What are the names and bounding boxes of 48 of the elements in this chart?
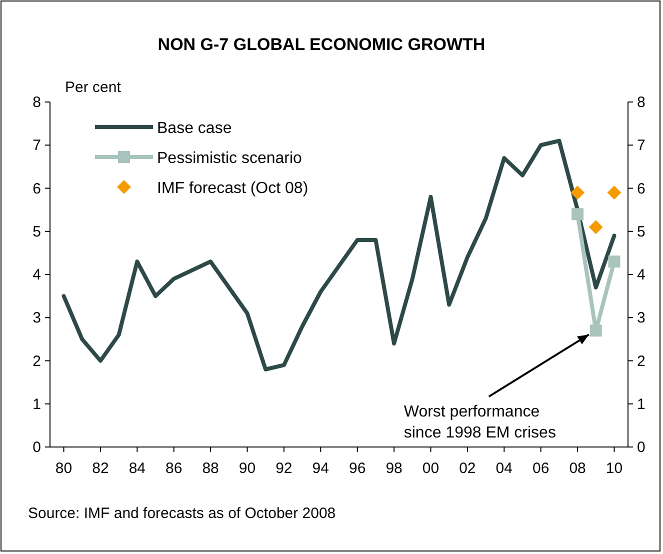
- chart-title: NON G-7 GLOBAL ECONOMIC GROWTH: [158, 35, 486, 54]
- y2-tick-label: 8: [637, 94, 646, 111]
- y-tick-label: 3: [32, 310, 41, 327]
- x-tick-label: 88: [202, 460, 219, 477]
- y2-tick-label: 0: [637, 439, 646, 456]
- x-tick-label: 06: [532, 460, 550, 477]
- y-tick-label: 5: [32, 223, 41, 240]
- y2-tick-label: 1: [637, 396, 646, 413]
- legend-label: Pessimistic scenario: [157, 150, 302, 167]
- y2-tick-label: 2: [637, 352, 646, 370]
- y-tick-label: 7: [32, 137, 41, 154]
- x-tick-label: 92: [276, 460, 292, 477]
- point: [590, 324, 602, 337]
- point: [608, 256, 620, 268]
- y2-tick-label: 7: [637, 137, 646, 154]
- x-tick-label: 82: [92, 460, 109, 477]
- y-tick-label: 8: [32, 94, 41, 111]
- legend-label: Base case: [157, 120, 232, 137]
- y-tick-label: 1: [32, 396, 41, 413]
- y-tick-label: 4: [32, 266, 41, 284]
- x-tick-label: 90: [238, 460, 256, 477]
- y2-tick-label: 3: [637, 310, 646, 327]
- y2-tick-label: 5: [637, 223, 646, 240]
- legend-label: IMF forecast (Oct 08): [157, 180, 308, 197]
- line-series: [62, 138, 616, 372]
- point: [588, 220, 603, 234]
- y2-tick-label: 6: [637, 180, 646, 198]
- x-tick-label: 02: [459, 460, 476, 477]
- x-tick-label: 84: [128, 460, 146, 477]
- x-tick-label: 10: [606, 460, 623, 477]
- annotation: Worst performance since 1998 EM crises: [404, 404, 556, 442]
- x-tick-label: 04: [496, 460, 512, 477]
- x-tick-label: 86: [166, 460, 182, 477]
- x-tick-label: 08: [569, 460, 586, 477]
- point: [572, 208, 584, 220]
- x-tick-label: 80: [55, 460, 72, 477]
- point: [570, 186, 585, 200]
- point: [607, 186, 622, 200]
- x-tick-label: 94: [312, 460, 329, 477]
- source-note: Source: IMF and forecasts as of October 2008: [28, 505, 336, 522]
- y2-tick-label: 4: [637, 266, 646, 284]
- y-tick-label: 6: [32, 180, 41, 198]
- y-tick-label: 0: [32, 439, 41, 456]
- y-axis-title: Per cent: [65, 79, 122, 96]
- x-tick-label: 98: [386, 460, 402, 477]
- x-tick-label: 96: [349, 460, 366, 477]
- x-tick-label: 00: [422, 460, 440, 477]
- y-tick-label: 2: [32, 352, 41, 370]
